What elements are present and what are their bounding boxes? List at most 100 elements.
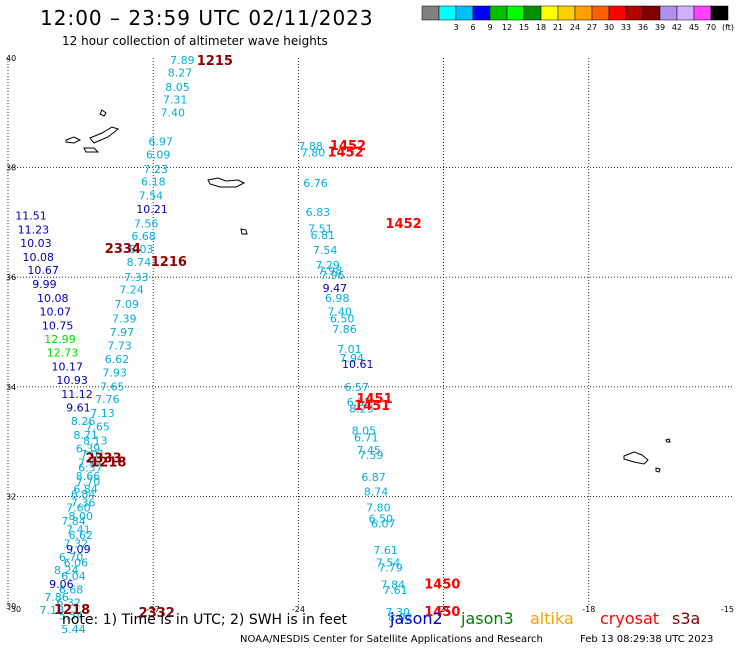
wave-height-value: 7.45 xyxy=(356,444,381,457)
wave-height-value: 7.80 xyxy=(366,502,391,515)
island-outline xyxy=(83,147,100,153)
wave-height-value: 5.44 xyxy=(61,623,86,636)
wave-height-value: 8.74 xyxy=(364,485,389,498)
wave-height-value: 7.97 xyxy=(110,326,135,339)
wave-height-value: 6.98 xyxy=(325,292,350,305)
time-label: 1451 xyxy=(356,392,392,407)
wave-height-value: 7.01 xyxy=(337,343,362,356)
wave-height-value: 10.61 xyxy=(342,358,374,371)
wave-height-value: 6.07 xyxy=(371,518,396,531)
time-labels: 1215145214521452233412161451145123331218… xyxy=(54,54,460,621)
y-tick-label: 38 xyxy=(6,164,16,173)
wave-height-value: 10.08 xyxy=(37,292,69,305)
legend-altika: altika xyxy=(530,609,574,628)
wave-height-value: 7.80 xyxy=(301,147,326,160)
y-tick-label: 36 xyxy=(6,273,16,282)
island-outline xyxy=(65,136,82,144)
wave-height-value: 7.40 xyxy=(327,306,352,319)
wave-height-value: 10.93 xyxy=(56,374,88,387)
wave-height-value: 12.99 xyxy=(44,333,76,346)
wave-height-value: 7.51 xyxy=(308,222,333,235)
y-tick-label: 32 xyxy=(6,492,16,501)
wave-height-labels: 7.898.278.057.317.406.976.097.236.187.54… xyxy=(15,54,412,636)
scale-swatch xyxy=(710,5,729,21)
scale-label: 30 xyxy=(604,23,614,32)
wave-height-value: 9.09 xyxy=(66,543,91,556)
wave-height-value: 7.98 xyxy=(318,264,343,277)
island-outline xyxy=(623,451,649,465)
scale-label: 21 xyxy=(553,23,563,32)
wave-height-value: 7.94 xyxy=(340,352,365,365)
time-label: 2334 xyxy=(105,242,141,257)
x-tick-label: -27 xyxy=(147,605,160,614)
wave-height-value: 6.62 xyxy=(69,529,94,542)
wave-height-value: 6.18 xyxy=(141,176,166,189)
scale-label: 39 xyxy=(655,23,665,32)
wave-height-value: 9.47 xyxy=(323,282,348,295)
scale-label: 33 xyxy=(621,23,631,32)
wave-height-value: 6.84 xyxy=(71,488,96,501)
y-tick-label: 40 xyxy=(6,54,16,63)
scale-label: 42 xyxy=(672,23,682,32)
wave-height-value: 6.57 xyxy=(344,381,369,394)
grid-lines xyxy=(7,58,734,606)
legend-s3a: s3a xyxy=(672,609,701,628)
wave-height-value: 8.66 xyxy=(76,470,101,483)
wave-height-value: 7.30 xyxy=(386,606,411,619)
wave-height-value: 11.12 xyxy=(61,388,93,401)
wave-height-value: 7.31 xyxy=(163,93,188,106)
scale-label: 15 xyxy=(519,23,529,32)
wave-height-value: 8.02 xyxy=(388,611,413,624)
wave-height-value: 7.56 xyxy=(134,217,159,230)
wave-height-value: 7.88 xyxy=(298,140,323,153)
x-tick-label: -15 xyxy=(721,605,734,614)
wave-height-value: 6.06 xyxy=(64,557,89,570)
wave-height-value: 6.68 xyxy=(131,230,156,243)
island-outline xyxy=(207,177,246,188)
scale-label: 24 xyxy=(570,23,580,32)
wave-height-value: 7.65 xyxy=(85,421,110,434)
scale-label: 6 xyxy=(470,23,475,32)
land-outlines xyxy=(65,109,671,473)
wave-height-value: 7.09 xyxy=(114,298,139,311)
scale-label: 70 xyxy=(706,23,716,32)
wave-height-value: 10.07 xyxy=(39,306,71,319)
wave-height-value: 6.81 xyxy=(311,229,336,242)
y-tick-label: 34 xyxy=(6,383,16,392)
wave-height-value: 7.65 xyxy=(100,381,125,394)
wave-height-value: 7.96 xyxy=(320,269,345,282)
generated-timestamp: Feb 13 08:29:38 UTC 2023 xyxy=(580,634,714,645)
time-label: 1451 xyxy=(354,399,390,414)
wave-height-value: 8.13 xyxy=(83,434,108,447)
wave-height-value: 5.54 xyxy=(59,610,84,623)
x-tick-label: -18 xyxy=(582,605,595,614)
wave-height-value: 6.50 xyxy=(330,313,355,326)
wave-height-value: 7.54 xyxy=(313,244,338,257)
wave-height-value: 7.18 xyxy=(39,604,64,617)
time-label: 1450 xyxy=(424,605,460,620)
time-label: 1216 xyxy=(151,255,187,270)
wave-height-value: 10.67 xyxy=(27,264,59,277)
scale-label: 3 xyxy=(453,23,458,32)
wave-height-value: 7.01 xyxy=(81,448,106,461)
footnote: note: 1) Time is in UTC; 2) SWH is in fe… xyxy=(62,612,348,628)
wave-height-value: 7.41 xyxy=(66,524,91,537)
wave-height-value: 8.23 xyxy=(349,403,374,416)
wave-height-value: 7.84 xyxy=(381,578,406,591)
wave-height-value: 7.13 xyxy=(90,407,115,420)
wave-height-value: 6.50 xyxy=(369,513,394,526)
axis-ticks: -30 -27 -24 -21 -18 -15 30 32 34 36 38 40 xyxy=(6,54,734,614)
wave-height-value: 7.89 xyxy=(170,54,195,67)
wave-height-value: 7.73 xyxy=(107,340,132,353)
credit-line: NOAA/NESDIS Center for Satellite Applica… xyxy=(240,634,543,645)
wave-height-value: 7.86 xyxy=(44,591,69,604)
wave-height-value: 10.17 xyxy=(52,360,83,373)
scale-label: 45 xyxy=(689,23,699,32)
wave-height-value: 7.61 xyxy=(373,544,398,557)
time-label: 1450 xyxy=(424,577,460,592)
wave-height-value: 6.55 xyxy=(347,396,372,409)
island-outline xyxy=(655,467,661,473)
wave-height-value: 9.99 xyxy=(32,278,57,291)
wave-height-value: 7.29 xyxy=(315,259,340,272)
time-label: 1452 xyxy=(330,139,366,154)
